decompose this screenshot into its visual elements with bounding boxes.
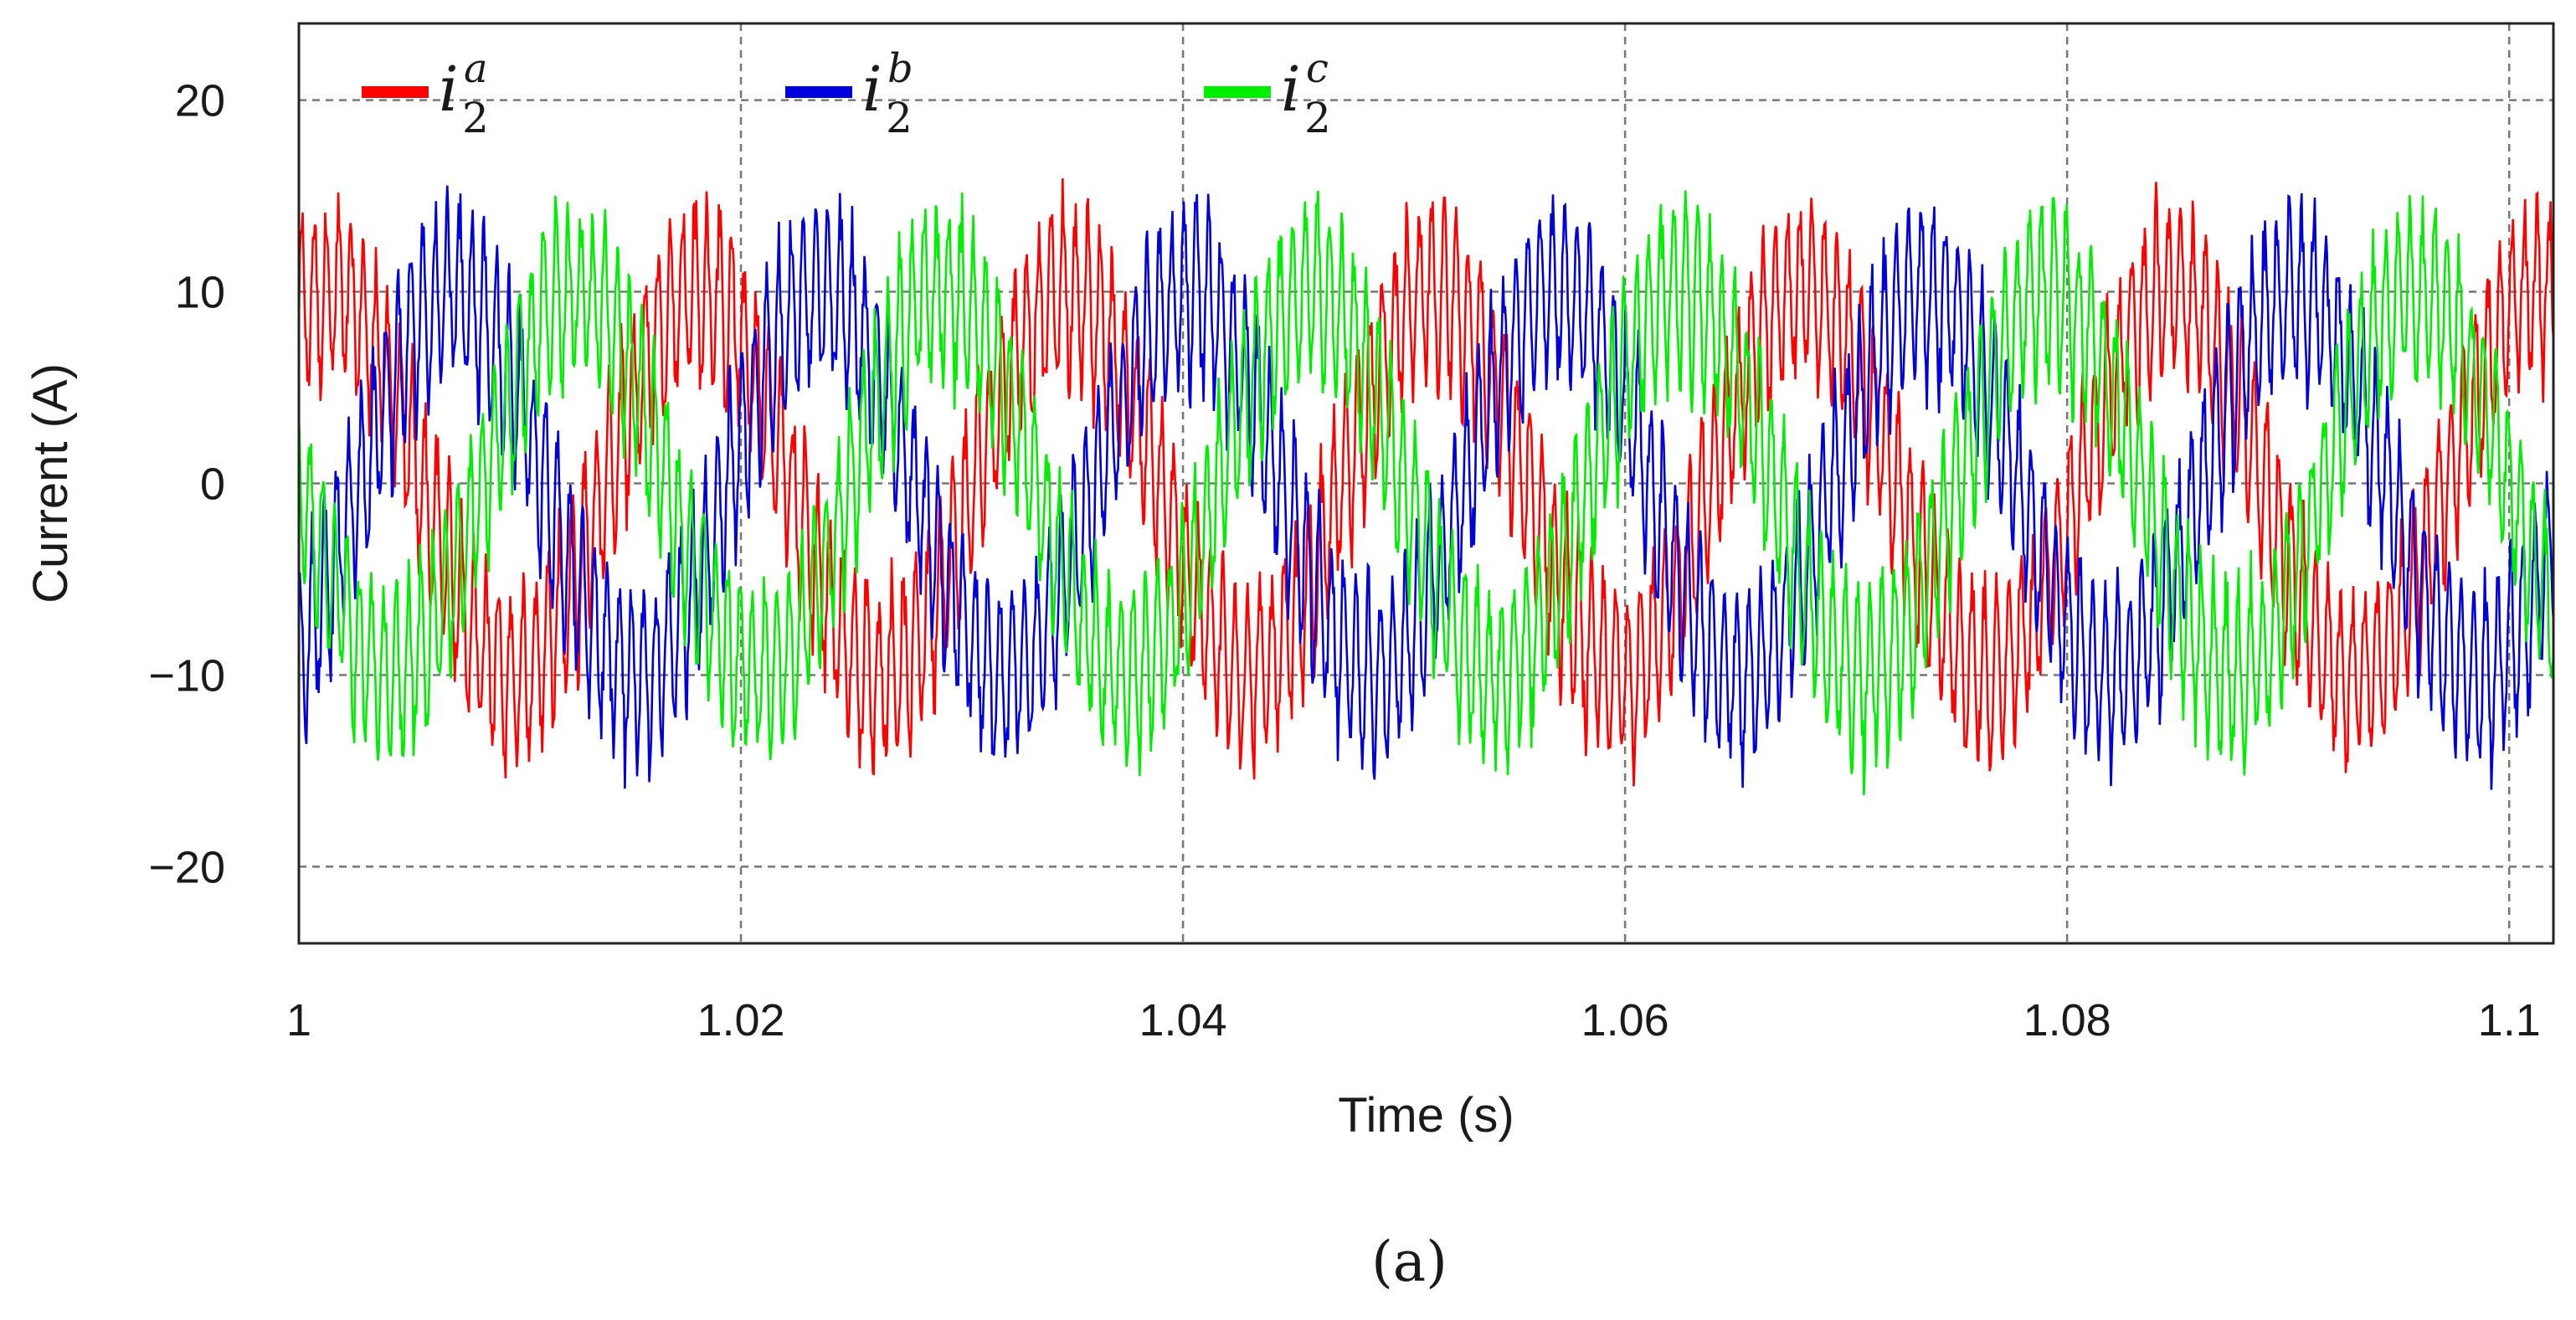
y-tick-label: 0 <box>200 460 225 510</box>
legend-label-i2a: i <box>439 54 459 126</box>
x-tick-label: 1.06 <box>1581 995 1669 1045</box>
legend-subscript-i2b: 2 <box>886 94 913 142</box>
legend-label-i2c: i <box>1281 54 1301 126</box>
legend-superscript-i2a: a <box>464 45 488 92</box>
y-axis-label: Current (A) <box>23 363 78 604</box>
legend-superscript-i2c: c <box>1306 45 1329 92</box>
figure-caption: (a) <box>1371 1230 1447 1294</box>
y-tick-labels: 20 10 0 −10 −20 <box>148 76 225 893</box>
grid-lines <box>299 23 2553 943</box>
x-axis-label: Time (s) <box>1338 1088 1514 1143</box>
legend-subscript-i2a: 2 <box>462 94 489 142</box>
series-layer <box>297 178 2555 795</box>
legend-superscript-i2b: b <box>887 45 913 92</box>
legend-subscript-i2c: 2 <box>1304 94 1331 142</box>
x-tick-labels: 1 1.02 1.04 1.06 1.08 1.1 <box>286 995 2541 1045</box>
plot-frame <box>297 22 2555 945</box>
series-line-i2b <box>297 185 2555 790</box>
y-tick-label: −20 <box>148 842 225 892</box>
x-tick-label: 1.1 <box>2478 995 2541 1045</box>
y-tick-label: 10 <box>175 268 225 318</box>
series-line-i2c <box>297 190 2555 795</box>
series-line-i2a <box>297 178 2555 787</box>
legend: i a2 i b2 i c2 <box>362 45 1331 142</box>
y-tick-label: 20 <box>175 76 225 126</box>
legend-label-i2b: i <box>862 54 882 126</box>
x-tick-label: 1 <box>286 995 311 1045</box>
x-tick-label: 1.08 <box>2023 995 2111 1045</box>
x-tick-label: 1.02 <box>697 995 784 1045</box>
x-tick-label: 1.04 <box>1139 995 1227 1045</box>
y-tick-label: −10 <box>148 650 225 701</box>
